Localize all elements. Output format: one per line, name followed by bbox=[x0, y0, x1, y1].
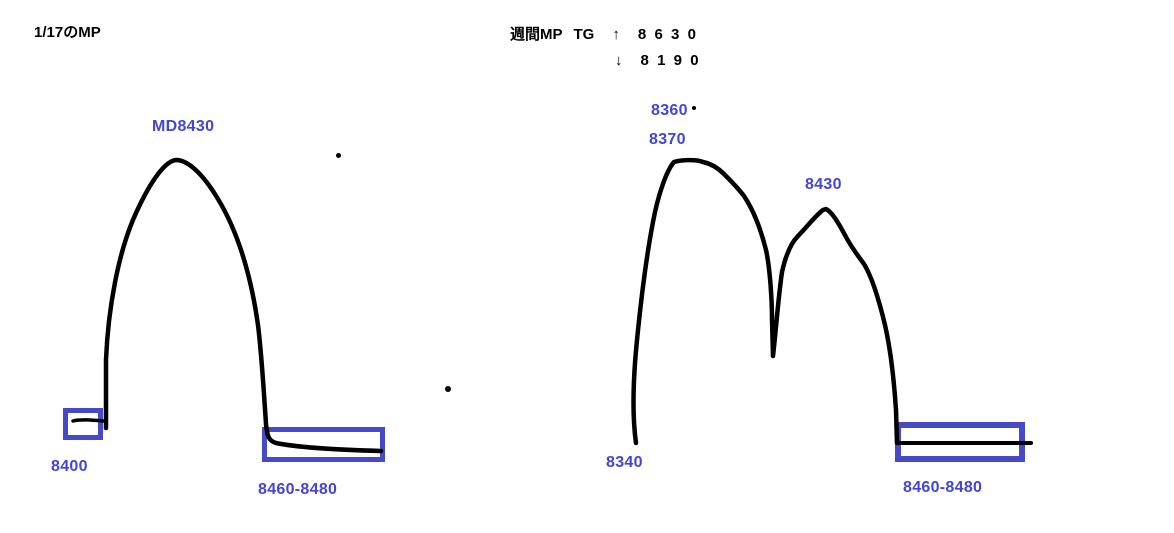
weekly-header-line1: 週間MP TG ↑ 8630 bbox=[510, 23, 704, 44]
weekly-header-line2: ↓ 8190 bbox=[615, 52, 707, 69]
daily-open-level-dash bbox=[71, 418, 105, 423]
up-arrow-icon: ↑ bbox=[612, 26, 620, 43]
daily-value-area-label: 8460-8480 bbox=[258, 481, 338, 498]
weekly-value-area-label: 8460-8480 bbox=[903, 479, 983, 496]
daily-value-area-box bbox=[262, 427, 385, 462]
weekly-peak1-lower-label: 8370 bbox=[649, 131, 686, 148]
weekly-profile-curve bbox=[631, 157, 900, 446]
daily-peak-label: MD8430 bbox=[152, 118, 215, 135]
weekly-header-title: 週間MP bbox=[510, 26, 563, 43]
stray-dot bbox=[445, 386, 451, 392]
down-arrow-icon: ↓ bbox=[615, 52, 623, 69]
daily-profile-curve bbox=[103, 157, 384, 454]
weekly-peak1-upper-label: 8360 bbox=[651, 102, 688, 119]
daily-open-level-box bbox=[63, 408, 103, 440]
daily-chart-title: 1/17のMP bbox=[34, 24, 101, 41]
weekly-header-tg-label: TG bbox=[573, 26, 595, 43]
weekly-peak2-label: 8430 bbox=[805, 176, 842, 193]
weekly-left-base-label: 8340 bbox=[606, 454, 643, 471]
stray-dot bbox=[692, 106, 696, 110]
weekly-down-target-value: 8190 bbox=[640, 52, 707, 69]
daily-open-level-label: 8400 bbox=[51, 458, 88, 475]
stray-dot bbox=[336, 153, 341, 158]
weekly-up-target-value: 8630 bbox=[637, 26, 705, 43]
